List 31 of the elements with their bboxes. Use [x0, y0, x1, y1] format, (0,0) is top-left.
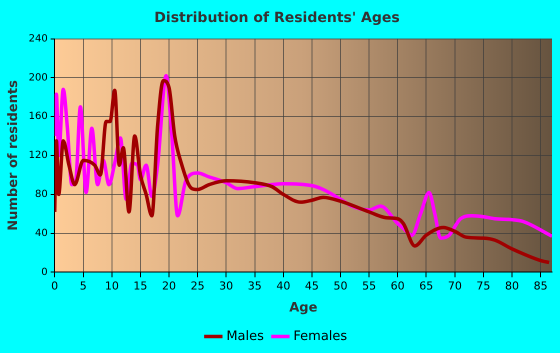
x-tick-label: 60 — [390, 280, 405, 293]
x-tick-label: 10 — [104, 280, 119, 293]
x-tick-label: 55 — [362, 280, 376, 293]
x-tick-label: 80 — [504, 280, 519, 293]
x-tick-label: 50 — [334, 280, 348, 293]
y-tick-label: 160 — [28, 111, 48, 122]
x-tick-label: 25 — [190, 280, 205, 293]
legend-label: Males — [226, 328, 264, 344]
y-tick-label: 40 — [34, 228, 48, 239]
y-tick-label: 200 — [28, 72, 48, 84]
legend-label: Females — [293, 328, 348, 344]
chart-title: Distribution of Residents' Ages — [154, 10, 400, 26]
line-series — [54, 78, 551, 264]
x-tick-label: 20 — [162, 280, 176, 293]
x-tick-label: 45 — [304, 280, 319, 293]
y-axis-title: Number of residents — [6, 80, 22, 231]
y-tick-label: 80 — [34, 188, 48, 200]
x-tick-label: 0 — [51, 280, 58, 293]
x-tick-label: 65 — [419, 280, 434, 293]
x-tick-label: 85 — [534, 280, 548, 293]
y-tick-label: 240 — [28, 33, 48, 44]
x-tick-label: 70 — [448, 280, 462, 293]
x-tick-label: 5 — [80, 280, 87, 293]
x-tick-label: 75 — [476, 280, 490, 293]
x-tick-label: 35 — [248, 280, 262, 293]
y-tick-label: 0 — [41, 266, 48, 278]
x-tick-label: 30 — [219, 280, 234, 293]
x-axis-title: Age — [289, 300, 318, 316]
x-tick-label: 15 — [133, 280, 148, 293]
x-tick-label: 40 — [276, 280, 290, 293]
y-tick-label: 120 — [28, 150, 48, 162]
